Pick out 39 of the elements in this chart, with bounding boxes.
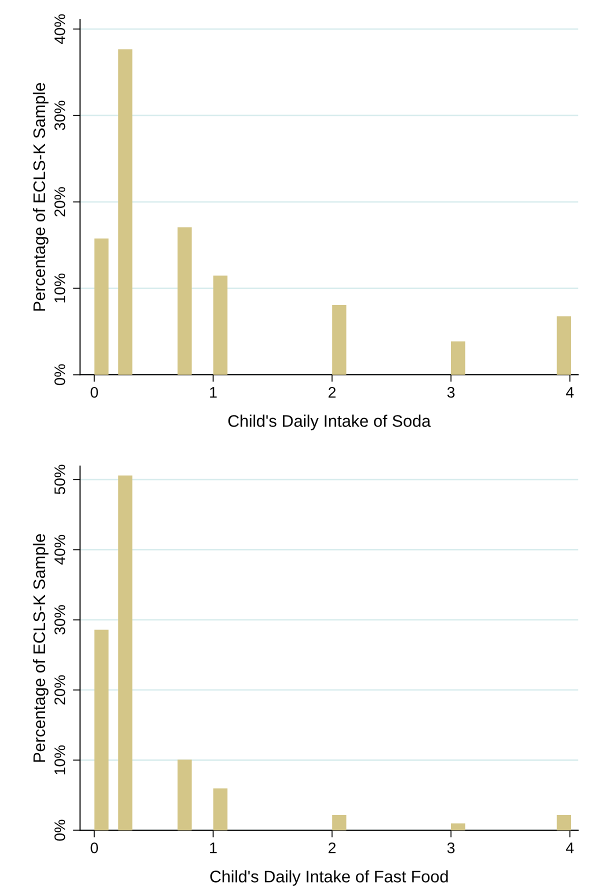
- y-tick-label: 20%: [54, 675, 66, 704]
- bar: [178, 760, 192, 830]
- x-tick-label: 4: [566, 387, 574, 398]
- bar: [451, 341, 466, 375]
- y-tick-label: 20%: [54, 187, 66, 216]
- y-tick-label: 30%: [54, 100, 66, 130]
- y-axis-title: Percentage of ECLS-K Sample: [32, 534, 48, 762]
- bar: [213, 276, 228, 375]
- x-tick-label: 3: [447, 386, 455, 398]
- bar: [556, 814, 572, 830]
- y-tick-label: 40%: [54, 534, 66, 565]
- y-tick-label: 10%: [54, 745, 66, 774]
- x-tick-label: 3: [447, 842, 455, 854]
- bar: [94, 238, 109, 375]
- bar: [118, 475, 132, 830]
- bar: [332, 305, 346, 375]
- y-tick-label: 0%: [54, 364, 66, 386]
- x-tick-label: 0: [90, 386, 98, 398]
- bar: [213, 788, 228, 830]
- y-tick-label: 40%: [54, 14, 66, 44]
- x-tick-label: 2: [328, 386, 336, 398]
- x-tick-label: 2: [328, 842, 336, 854]
- bar: [556, 316, 572, 375]
- bar: [451, 823, 466, 830]
- x-axis-title: Child's Daily Intake of Fast Food: [210, 870, 448, 886]
- x-tick-label: 1: [210, 842, 217, 854]
- bar: [94, 630, 109, 830]
- x-tick-label: 0: [90, 842, 98, 854]
- bar: [118, 49, 132, 375]
- x-tick-label: 4: [566, 842, 574, 854]
- y-tick-label: 10%: [54, 274, 66, 302]
- bar: [332, 814, 346, 830]
- x-axis-title: Child's Daily Intake of Soda: [228, 414, 431, 430]
- y-tick-label: 0%: [54, 820, 66, 841]
- x-tick-label: 1: [210, 387, 217, 398]
- y-tick-label: 30%: [54, 605, 66, 635]
- bar: [178, 227, 192, 375]
- y-tick-label: 50%: [54, 464, 66, 494]
- y-axis-title: Percentage of ECLS-K Sample: [32, 82, 48, 311]
